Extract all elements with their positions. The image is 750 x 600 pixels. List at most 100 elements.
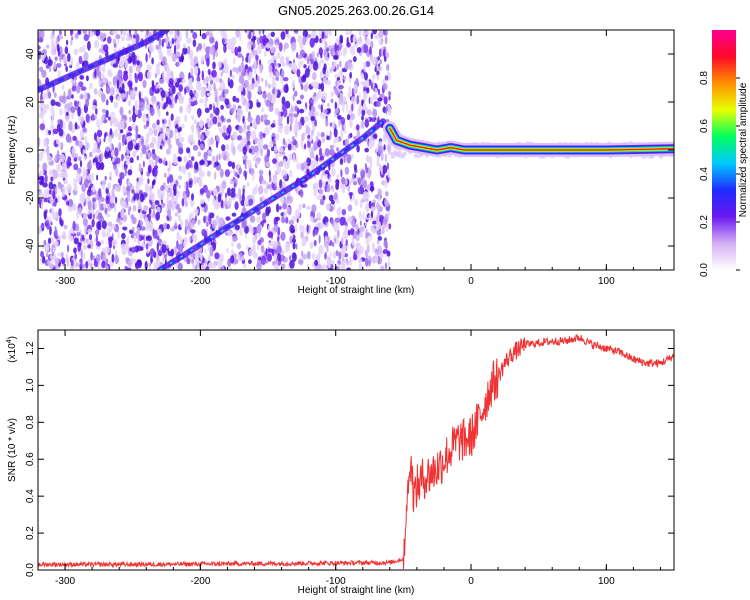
spectrogram-cell [135, 262, 140, 270]
spectrogram-cell [353, 181, 357, 186]
spectrogram-cell [38, 176, 44, 181]
spectrogram-cell [384, 200, 390, 207]
spectrogram-cell [313, 239, 317, 247]
spectrogram-cell [131, 123, 137, 130]
spectrogram-cell [320, 82, 325, 92]
spectrogram-cell [321, 31, 324, 40]
spectrogram-cell [199, 188, 205, 195]
spectrogram-cell [165, 160, 168, 166]
spectrogram-cell [343, 155, 346, 164]
spectrogram-cell [71, 36, 74, 41]
spectrogram-cell [55, 198, 58, 204]
spectrogram-cell [101, 161, 104, 171]
spectrogram-cell [381, 180, 386, 186]
colorbar-tick-label: 0.8 [699, 71, 710, 85]
spectrogram-cell [104, 207, 108, 214]
spectrogram-cell [209, 46, 215, 56]
spectrogram-cell [125, 154, 131, 162]
spectrogram-cell [214, 171, 217, 181]
spectrogram-cell [257, 85, 262, 95]
spectrogram-cell [278, 160, 284, 167]
spectrogram-cell [80, 86, 87, 91]
spectrogram-cell [151, 148, 156, 155]
spectrogram-cell [71, 112, 74, 120]
spectrogram-cell [50, 176, 54, 182]
spectrogram-cell [182, 47, 188, 55]
spectrogram-cell [241, 219, 247, 229]
spectrogram-cell [134, 54, 138, 65]
spectrogram-cell [156, 119, 160, 126]
spectrogram-cell [117, 96, 121, 102]
y-tick-label: 20 [25, 96, 36, 108]
spectrogram-cell [366, 109, 372, 116]
spectrogram-cell [221, 265, 225, 270]
spectrogram-cell [355, 223, 359, 230]
spectrogram-cell [78, 81, 84, 88]
spectrogram-cell [77, 140, 83, 147]
spectrogram-cell [158, 158, 163, 164]
spectrogram-cell [148, 192, 151, 197]
spectrogram-cell [205, 76, 209, 83]
spectrogram-cell [192, 100, 198, 106]
spectrogram-cell [195, 265, 198, 270]
spectrogram-cell [353, 250, 356, 257]
spectrogram-cell [226, 267, 233, 270]
spectrogram-cell [271, 181, 274, 189]
spectrogram-cell [117, 121, 123, 130]
spectrogram-cell [336, 147, 339, 152]
spectrogram-cell [93, 88, 98, 95]
spectrogram-cell [209, 36, 215, 44]
spectrogram-cell [206, 190, 211, 199]
spectrogram-cell [264, 119, 269, 126]
spectrogram-cell [76, 173, 82, 184]
spectrogram-cell [157, 228, 162, 236]
snr-y-axis-label: SNR (10 * v/v) [7, 418, 18, 482]
spectrogram-cell [325, 118, 329, 127]
spectrogram-cell [39, 169, 44, 176]
spectrogram-cell [248, 40, 254, 46]
spectrogram-cell [82, 30, 87, 35]
spectrogram-cell [73, 163, 79, 171]
spectrogram-cell [79, 94, 84, 100]
spectrogram-cell [91, 218, 95, 228]
spectrogram-cell [186, 37, 192, 44]
spectrogram-cell [296, 162, 302, 170]
spectrogram-cell [265, 248, 268, 257]
spectrogram-cell [166, 223, 170, 230]
spectrogram-cell [97, 212, 103, 219]
spectrogram-cell [145, 102, 151, 111]
spectrogram-cell [372, 30, 378, 35]
spectrogram-cell [75, 32, 79, 39]
spectrogram-cell [238, 188, 242, 196]
spectrogram-cell [340, 169, 343, 178]
spectrogram-cell [253, 82, 259, 88]
spectrogram-cell [38, 66, 44, 72]
spectrogram-cell [333, 128, 338, 138]
y-tick-label: 40 [25, 48, 36, 60]
spectrogram-cell [341, 176, 346, 185]
spectrogram-cell [227, 258, 232, 268]
spectrogram-cell [276, 166, 282, 175]
spectrogram-cell [123, 134, 126, 142]
spectrogram-cell [109, 171, 112, 177]
x-tick-label: -200 [190, 276, 210, 287]
spectrogram-cell [239, 194, 242, 204]
spectrogram-cell [271, 46, 276, 54]
spectrogram-cell [354, 173, 357, 179]
spectrogram-cell [195, 80, 201, 91]
spectrogram-cell [142, 160, 145, 168]
spectrogram-cell [234, 201, 239, 211]
spectrogram-cell [344, 138, 349, 148]
spectrogram-cell [57, 252, 63, 257]
spectrogram-cell [94, 229, 100, 236]
spectrogram-cell [242, 184, 246, 190]
spectrogram-cell [131, 189, 135, 194]
spectrogram-cell [329, 144, 334, 150]
spectrogram-cell [127, 193, 131, 202]
spectrogram-cell [94, 114, 97, 120]
spectrogram-cell [122, 30, 127, 37]
spectrogram-cell [376, 162, 381, 167]
spectrogram-cell [109, 196, 115, 204]
spectrogram-cell [258, 169, 264, 176]
spectrogram-cell [105, 187, 109, 195]
